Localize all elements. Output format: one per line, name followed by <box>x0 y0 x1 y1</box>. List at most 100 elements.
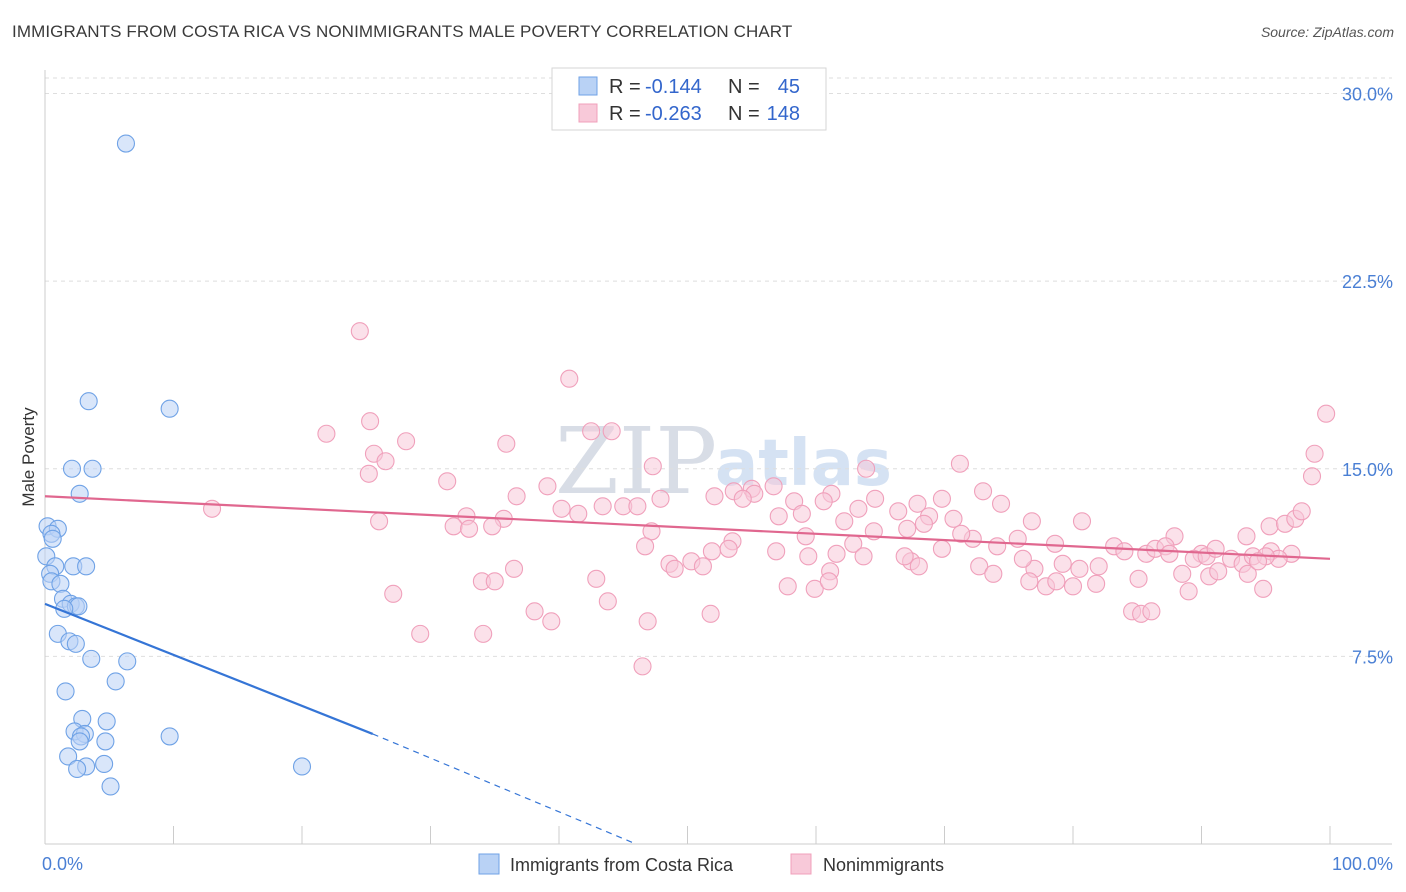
stats-n-value-nonimmigrants: 148 <box>767 103 800 125</box>
point-nonimmigrants-145 <box>633 657 652 676</box>
point-nonimmigrants-80 <box>854 547 873 566</box>
point-nonimmigrants-112 <box>984 564 1003 583</box>
stats-r-label-costa-rica: R = <box>609 76 641 98</box>
point-nonimmigrants-7 <box>602 422 621 441</box>
x-tick-label-left: 0.0% <box>42 854 83 874</box>
point-costa-rica-40 <box>68 759 87 779</box>
point-costa-rica-16 <box>51 574 70 593</box>
point-nonimmigrants-126 <box>525 602 544 621</box>
point-nonimmigrants-122 <box>1179 582 1198 601</box>
point-costa-rica-35 <box>96 732 115 751</box>
point-nonimmigrants-83 <box>895 547 914 566</box>
point-nonimmigrants-31 <box>991 494 1011 513</box>
point-nonimmigrants-67 <box>1115 542 1134 561</box>
point-nonimmigrants-125 <box>598 592 617 611</box>
point-nonimmigrants-77 <box>719 539 738 558</box>
point-nonimmigrants-28 <box>866 489 885 508</box>
point-nonimmigrants-99 <box>1206 539 1225 558</box>
series-nonimmigrants-points <box>203 322 1336 676</box>
point-costa-rica-28 <box>56 682 75 701</box>
point-nonimmigrants-47 <box>1022 512 1041 531</box>
point-nonimmigrants-115 <box>1063 577 1083 596</box>
point-nonimmigrants-94 <box>1070 559 1089 578</box>
point-nonimmigrants-64 <box>1045 534 1065 553</box>
point-nonimmigrants-107 <box>485 572 504 591</box>
point-nonimmigrants-79 <box>827 544 846 563</box>
point-nonimmigrants-22 <box>705 487 724 506</box>
point-costa-rica-2 <box>160 399 179 418</box>
point-nonimmigrants-128 <box>542 612 561 631</box>
point-costa-rica-0 <box>116 134 136 153</box>
point-costa-rica-42 <box>101 777 120 796</box>
point-nonimmigrants-17 <box>764 477 783 496</box>
point-nonimmigrants-76 <box>702 542 721 561</box>
stats-r-label-nonimmigrants: R = <box>609 103 641 125</box>
point-nonimmigrants-95 <box>1089 557 1108 576</box>
point-nonimmigrants-15 <box>538 477 557 496</box>
watermark-zip: ZIP <box>555 408 717 515</box>
point-nonimmigrants-35 <box>552 499 571 518</box>
point-costa-rica-41 <box>292 757 312 776</box>
series-costa-rica-points <box>37 134 312 796</box>
legend-label-nonimmigrants: Nonimmigrants <box>823 855 944 875</box>
point-costa-rica-1 <box>79 392 98 411</box>
point-nonimmigrants-120 <box>1238 564 1257 583</box>
point-nonimmigrants-11 <box>857 459 876 478</box>
point-nonimmigrants-87 <box>693 557 712 576</box>
point-costa-rica-27 <box>106 672 125 691</box>
point-nonimmigrants-109 <box>778 577 797 596</box>
point-nonimmigrants-117 <box>1129 569 1148 588</box>
point-costa-rica-39 <box>95 754 114 773</box>
point-nonimmigrants-0 <box>350 322 369 341</box>
point-nonimmigrants-141 <box>1292 502 1311 521</box>
point-nonimmigrants-130 <box>411 624 430 643</box>
chart-source: Source: ZipAtlas.com <box>1260 24 1394 40</box>
point-nonimmigrants-93 <box>1053 554 1072 573</box>
point-nonimmigrants-3 <box>317 424 336 443</box>
point-nonimmigrants-52 <box>459 519 479 538</box>
point-nonimmigrants-134 <box>1142 602 1161 621</box>
stats-legend-frame <box>551 67 827 131</box>
point-nonimmigrants-88 <box>799 547 818 566</box>
point-nonimmigrants-27 <box>814 492 833 511</box>
point-costa-rica-3 <box>62 459 82 478</box>
y-tick-label-2: 22.5% <box>1342 272 1393 292</box>
point-nonimmigrants-24 <box>651 489 670 508</box>
point-nonimmigrants-136 <box>1248 552 1268 571</box>
point-nonimmigrants-135 <box>1209 562 1228 581</box>
point-nonimmigrants-48 <box>914 514 933 533</box>
point-nonimmigrants-96 <box>1160 544 1179 563</box>
point-nonimmigrants-74 <box>932 539 951 558</box>
point-nonimmigrants-21 <box>973 482 993 501</box>
point-nonimmigrants-10 <box>643 457 662 476</box>
point-nonimmigrants-4 <box>397 432 416 451</box>
point-costa-rica-37 <box>59 747 78 766</box>
point-nonimmigrants-36 <box>569 504 588 523</box>
trend-line-costa-rica <box>44 602 374 735</box>
point-nonimmigrants-124 <box>384 584 403 603</box>
point-nonimmigrants-25 <box>733 489 752 508</box>
stats-r-value-costa-rica: -0.144 <box>645 76 702 98</box>
stats-r-value-nonimmigrants: -0.263 <box>645 103 702 125</box>
point-costa-rica-29 <box>97 712 116 731</box>
point-nonimmigrants-33 <box>593 497 612 516</box>
point-nonimmigrants-5 <box>497 434 516 453</box>
point-nonimmigrants-121 <box>1254 579 1273 598</box>
point-costa-rica-5 <box>70 484 89 503</box>
stats-legend: R = -0.144 N = 45 R = -0.263 N = 148 <box>551 67 827 131</box>
point-nonimmigrants-108 <box>587 569 606 588</box>
point-nonimmigrants-105 <box>504 559 524 578</box>
point-nonimmigrants-144 <box>1317 404 1336 423</box>
point-nonimmigrants-110 <box>805 579 824 598</box>
point-costa-rica-9 <box>43 529 62 548</box>
point-nonimmigrants-1 <box>560 369 579 388</box>
point-nonimmigrants-30 <box>932 489 951 508</box>
point-nonimmigrants-53 <box>483 517 502 536</box>
chart-title: IMMIGRANTS FROM COSTA RICA VS NONIMMIGRA… <box>12 22 793 41</box>
legend-swatch-costa-rica <box>478 853 500 875</box>
point-nonimmigrants-118 <box>1173 564 1192 583</box>
point-nonimmigrants-75 <box>636 537 655 556</box>
point-nonimmigrants-23 <box>507 487 526 506</box>
y-tick-label-1: 15.0% <box>1342 460 1393 480</box>
point-nonimmigrants-131 <box>474 624 493 643</box>
